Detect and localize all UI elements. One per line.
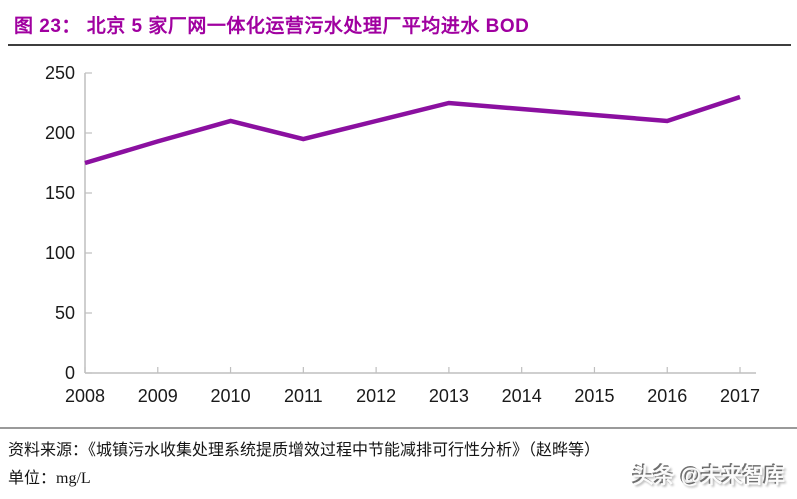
chart-title: 图 23： 北京 5 家厂网一体化运营污水处理厂平均进水 BOD <box>14 16 530 37</box>
y-tick-label: 100 <box>45 243 75 263</box>
y-tick-label: 200 <box>45 123 75 143</box>
y-tick-label: 0 <box>65 363 75 383</box>
source-note: 资料来源：《城镇污水收集处理系统提质增效过程中节能减排可行性分析》（赵晔等） <box>8 442 601 459</box>
y-tick-label: 250 <box>45 63 75 83</box>
x-tick-label: 2017 <box>720 386 760 406</box>
x-tick-label: 2015 <box>574 386 614 406</box>
y-tick-label: 150 <box>45 183 75 203</box>
x-tick-label: 2008 <box>65 386 105 406</box>
bod-line-chart: 0 50 100 150 200 250 2008 2009 2010 2011 2012 2013 2… <box>45 63 760 406</box>
title-divider <box>8 44 791 46</box>
x-tick-label: 2012 <box>356 386 396 406</box>
bod-series-line <box>84 94 741 166</box>
x-tick-label: 2013 <box>429 386 469 406</box>
x-tick-label: 2014 <box>502 386 542 406</box>
x-tick-label: 2010 <box>211 386 251 406</box>
watermark: 头条 @未来智库 <box>632 465 785 488</box>
unit-note: 单位：mg/L <box>8 470 91 487</box>
x-tick-label: 2016 <box>647 386 687 406</box>
footer-divider <box>0 427 797 429</box>
x-tick-label: 2011 <box>284 386 323 406</box>
y-tick-label: 50 <box>55 303 75 323</box>
x-tick-label: 2009 <box>138 386 178 406</box>
